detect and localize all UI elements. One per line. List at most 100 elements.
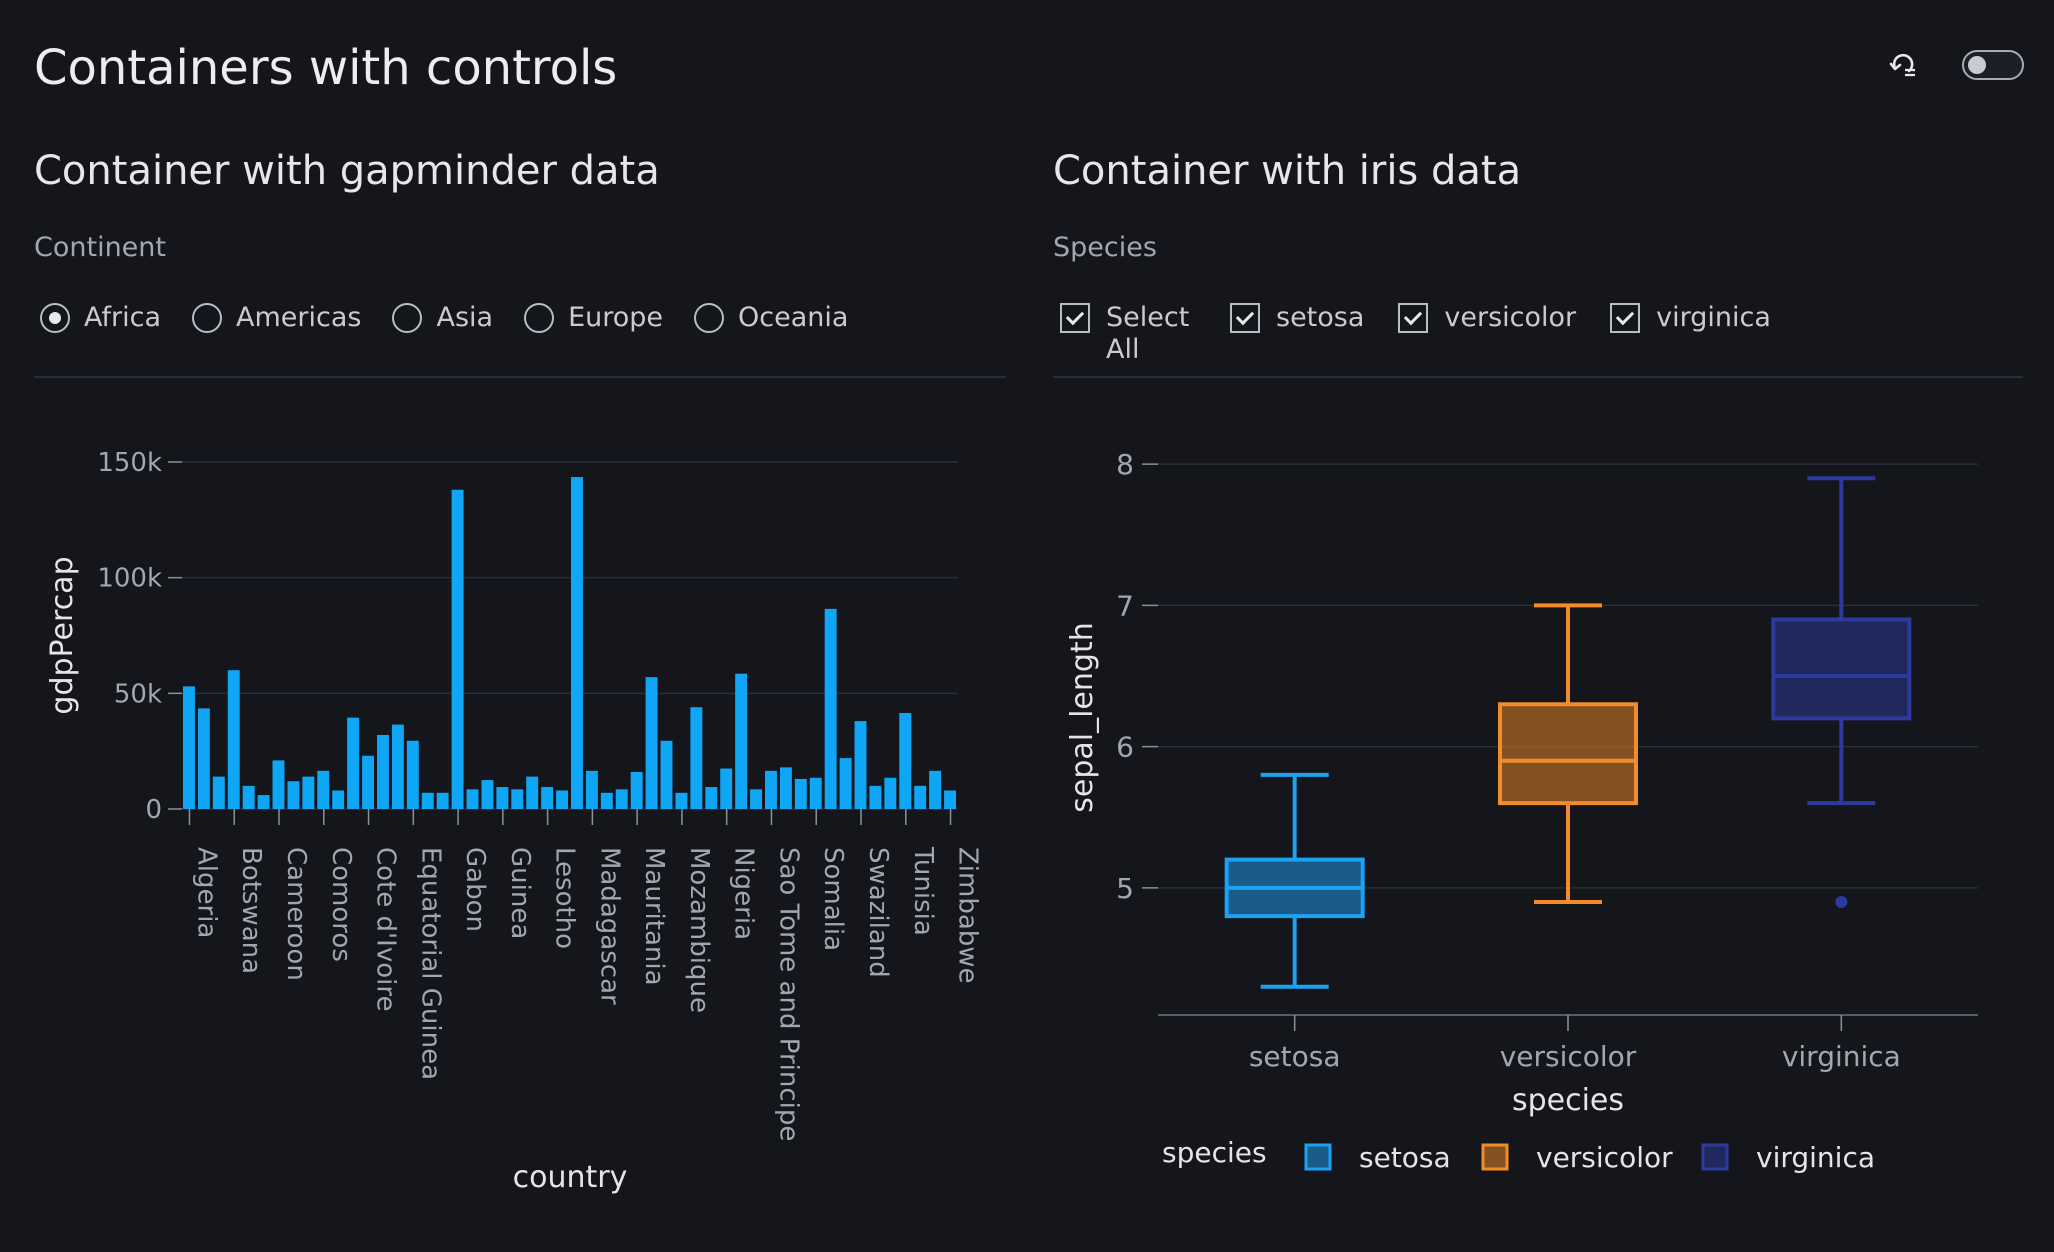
x-tick-label: Zimbabwe	[953, 847, 983, 984]
checkbox-versicolor[interactable]: versicolor	[1398, 302, 1576, 334]
bar	[257, 795, 270, 809]
bar	[794, 778, 807, 809]
toggle-knob	[1968, 56, 1986, 74]
box-setosa	[1224, 772, 1365, 989]
x-tick-label: versicolor	[1500, 1040, 1637, 1073]
legend-swatch	[1304, 1143, 1332, 1171]
right-divider	[1053, 376, 2023, 378]
checkbox-setosa[interactable]: setosa	[1230, 302, 1364, 334]
y-tick-label: 50k	[114, 679, 162, 709]
x-tick-label: Comoros	[326, 847, 356, 962]
bar	[869, 785, 882, 809]
bar	[347, 717, 360, 809]
radio-label: Oceania	[738, 302, 849, 333]
x-tick-label: Cote d'Ivoire	[371, 847, 401, 1011]
bar	[824, 608, 837, 809]
bar	[779, 767, 792, 809]
bar	[884, 777, 897, 809]
bar	[302, 776, 315, 809]
checkbox-label: Select All	[1106, 302, 1190, 365]
bar	[839, 758, 852, 809]
bar	[436, 792, 449, 809]
x-tick-label: Lesotho	[550, 847, 580, 949]
checkbox-virginica[interactable]: virginica	[1610, 302, 1771, 334]
bar	[854, 721, 867, 809]
bar	[944, 790, 956, 809]
checkbox-icon[interactable]	[1060, 303, 1090, 333]
radio-americas[interactable]: Americas	[192, 302, 361, 333]
y-tick-label: 7	[1116, 589, 1134, 622]
bar	[242, 785, 255, 809]
bar	[287, 781, 300, 809]
bar	[645, 677, 658, 809]
radio-asia[interactable]: Asia	[392, 302, 493, 333]
legend-title: species	[1162, 1136, 1267, 1169]
bar	[406, 740, 419, 809]
theme-toggle-switch[interactable]	[1962, 50, 2024, 80]
checkbox-icon[interactable]	[1230, 303, 1260, 333]
bar	[496, 787, 509, 809]
x-tick-label: Mozambique	[684, 847, 714, 1013]
species-checklist: Select All setosa versicolor virginica	[1060, 302, 1805, 366]
x-tick-label: Cameroon	[281, 847, 311, 981]
checkbox-icon[interactable]	[1610, 303, 1641, 333]
reset-icon[interactable]	[1888, 50, 1918, 80]
gdp-bar-chart[interactable]: 0 50k 100k 150k Algeria Botswana Cameroon Comor…	[0, 0, 1020, 1252]
bar	[332, 790, 345, 809]
bar	[556, 790, 568, 809]
radio-circle-icon[interactable]	[192, 302, 223, 333]
radio-circle-icon[interactable]	[40, 302, 70, 333]
bar	[720, 768, 733, 809]
x-tick-label: Nigeria	[729, 847, 759, 940]
x-tick-label: Mauritania	[639, 847, 669, 986]
x-tick-label: setosa	[1249, 1040, 1341, 1073]
page-title: Containers with controls	[34, 40, 618, 96]
radio-label: Europe	[568, 302, 664, 333]
header-tools	[1888, 50, 2024, 80]
x-tick-label: Algeria	[191, 847, 221, 938]
y-tick-label: 0	[145, 795, 162, 825]
bar	[526, 776, 539, 809]
bar	[914, 785, 927, 809]
x-tick-label: Swaziland	[863, 847, 893, 978]
y-tick-label: 8	[1116, 448, 1134, 481]
outlier-point	[1835, 896, 1848, 908]
bar	[391, 724, 404, 809]
x-tick-label: Somalia	[818, 847, 848, 951]
bar	[481, 780, 494, 809]
bar	[197, 708, 210, 809]
x-tick-label: Gabon	[460, 847, 490, 932]
x-tick-label: Botswana	[236, 847, 266, 974]
y-axis-title: gdpPercap	[45, 556, 80, 714]
x-tick-label: Equatorial Guinea	[415, 847, 445, 1080]
continent-filter-label: Continent	[34, 232, 166, 263]
checkbox-select-all[interactable]: Select All	[1060, 302, 1196, 366]
radio-oceania[interactable]: Oceania	[694, 302, 848, 333]
bar	[466, 789, 479, 809]
legend-label: versicolor	[1536, 1141, 1673, 1174]
bar	[660, 740, 673, 809]
bar	[451, 489, 464, 809]
x-axis-title: species	[1512, 1083, 1624, 1118]
y-tick-label: 100k	[97, 564, 162, 594]
radio-circle-icon[interactable]	[694, 302, 725, 333]
checkbox-label: versicolor	[1444, 302, 1577, 333]
checkbox-icon[interactable]	[1398, 303, 1429, 333]
radio-circle-icon[interactable]	[524, 302, 555, 333]
bar	[675, 792, 688, 809]
continent-radio-group: Africa Americas Asia Europe Oceania	[40, 302, 879, 333]
iris-container-title: Container with iris data	[1053, 148, 1522, 194]
x-tick-label: Guinea	[505, 847, 535, 939]
legend-label: setosa	[1359, 1141, 1451, 1174]
bar	[317, 770, 330, 809]
left-divider	[34, 376, 1006, 378]
radio-europe[interactable]: Europe	[524, 302, 663, 333]
y-axis-title: sepal_length	[1065, 622, 1100, 812]
x-tick-label: Tunisia	[908, 846, 938, 936]
box-virginica	[1771, 476, 1912, 908]
radio-africa[interactable]: Africa	[40, 302, 161, 333]
legend-swatch	[1481, 1143, 1509, 1171]
bar	[212, 776, 225, 809]
y-tick-label: 6	[1116, 731, 1134, 764]
radio-circle-icon[interactable]	[392, 302, 423, 333]
